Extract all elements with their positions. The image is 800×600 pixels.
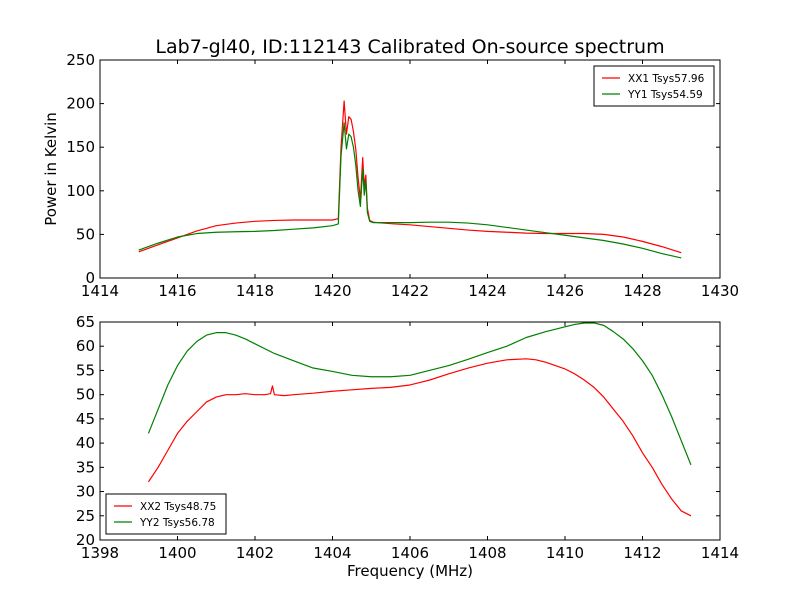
- y-tick-label: 50: [76, 386, 95, 404]
- legend-box: [105, 493, 227, 535]
- y-tick-label: 35: [76, 458, 95, 476]
- x-tick-label: 1418: [236, 282, 274, 300]
- y-tick-label: 20: [76, 531, 95, 549]
- legend-box: [593, 65, 715, 107]
- top-axes: 1414 1416 1418 1420 1422 1424 1426 1428 1430 0 50 1…: [42, 51, 739, 300]
- y-tick-label: 55: [76, 361, 95, 379]
- series-line-2: [147, 322, 692, 466]
- y-tick-label: 30: [76, 483, 95, 501]
- y-tick-label: 40: [76, 434, 95, 452]
- y-tick-label: 150: [66, 138, 95, 156]
- x-tick-label: 1400: [158, 544, 196, 562]
- x-tick-label: 1414: [701, 544, 739, 562]
- y-tick-label: 100: [66, 182, 95, 200]
- x-tick-label: 1424: [468, 282, 506, 300]
- y-tick-label: 0: [85, 269, 95, 287]
- x-tick-label: 1410: [546, 544, 584, 562]
- x-tick-label: 1402: [236, 544, 274, 562]
- x-tick-label: 1406: [391, 544, 429, 562]
- y-tick-label: 50: [76, 225, 95, 243]
- y-tick-label: 65: [76, 313, 95, 331]
- x-tick-label: 1416: [158, 282, 196, 300]
- legend: XX1 Tsys57.96 YY1 Tsys54.59: [593, 65, 715, 107]
- x-tick-label: 1420: [313, 282, 351, 300]
- y-tick-label: 60: [76, 337, 95, 355]
- series-line-1: [147, 358, 692, 517]
- x-tick-label: 1408: [468, 544, 506, 562]
- y-tick-label: 200: [66, 95, 95, 113]
- bottom-axes: 1398 1400 1402 1404 1406 1408 1410 1412 1414 20 25…: [76, 313, 739, 580]
- legend-entry: XX2 Tsys48.75: [140, 501, 216, 513]
- x-tick-label: 1412: [623, 544, 661, 562]
- x-tick-label: 1414: [81, 282, 119, 300]
- chart-title: Lab7-gl40, ID:112143 Calibrated On-sourc…: [155, 36, 664, 58]
- y-tick-label: 45: [76, 410, 95, 428]
- legend-entry: YY1 Tsys54.59: [627, 89, 703, 101]
- x-tick-label: 1422: [391, 282, 429, 300]
- series-line-2: [138, 122, 682, 259]
- x-tick-label: 1404: [313, 544, 351, 562]
- legend: XX2 Tsys48.75 YY2 Tsys56.78: [105, 493, 227, 535]
- legend-entry: YY2 Tsys56.78: [139, 517, 215, 529]
- y-tick-label: 25: [76, 507, 95, 525]
- y-axis-label: Power in Kelvin: [42, 112, 60, 226]
- y-tick-label: 250: [66, 51, 95, 69]
- x-tick-label: 1398: [81, 544, 119, 562]
- x-axis-label: Frequency (MHz): [347, 562, 473, 580]
- legend-entry: XX1 Tsys57.96: [628, 73, 705, 85]
- x-tick-label: 1430: [701, 282, 739, 300]
- x-tick-label: 1426: [546, 282, 584, 300]
- x-tick-label: 1428: [623, 282, 661, 300]
